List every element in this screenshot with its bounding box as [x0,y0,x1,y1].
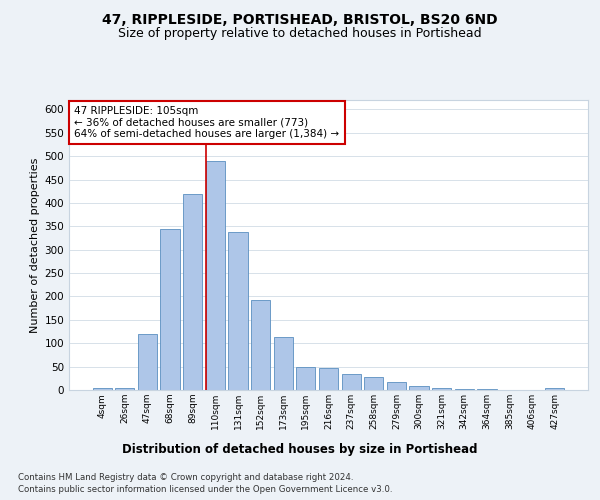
Bar [183,194,202,390]
Bar [274,337,293,390]
Y-axis label: Number of detached properties: Number of detached properties [30,158,40,332]
Bar [206,161,225,390]
Text: 47 RIPPLESIDE: 105sqm
← 36% of detached houses are smaller (773)
64% of semi-det: 47 RIPPLESIDE: 105sqm ← 36% of detached … [74,106,340,139]
Bar [138,334,157,390]
Bar [341,374,361,390]
Bar [409,386,428,390]
Bar [229,232,248,390]
Bar [115,388,134,390]
Bar [251,300,270,390]
Bar [387,382,406,390]
Bar [296,366,316,390]
Text: Distribution of detached houses by size in Portishead: Distribution of detached houses by size … [122,442,478,456]
Text: Contains public sector information licensed under the Open Government Licence v3: Contains public sector information licen… [18,485,392,494]
Bar [364,378,383,390]
Bar [477,389,497,390]
Bar [319,368,338,390]
Bar [545,388,565,390]
Bar [160,228,180,390]
Text: 47, RIPPLESIDE, PORTISHEAD, BRISTOL, BS20 6ND: 47, RIPPLESIDE, PORTISHEAD, BRISTOL, BS2… [102,12,498,26]
Bar [92,388,112,390]
Text: Contains HM Land Registry data © Crown copyright and database right 2024.: Contains HM Land Registry data © Crown c… [18,472,353,482]
Bar [455,388,474,390]
Text: Size of property relative to detached houses in Portishead: Size of property relative to detached ho… [118,28,482,40]
Bar [432,388,451,390]
